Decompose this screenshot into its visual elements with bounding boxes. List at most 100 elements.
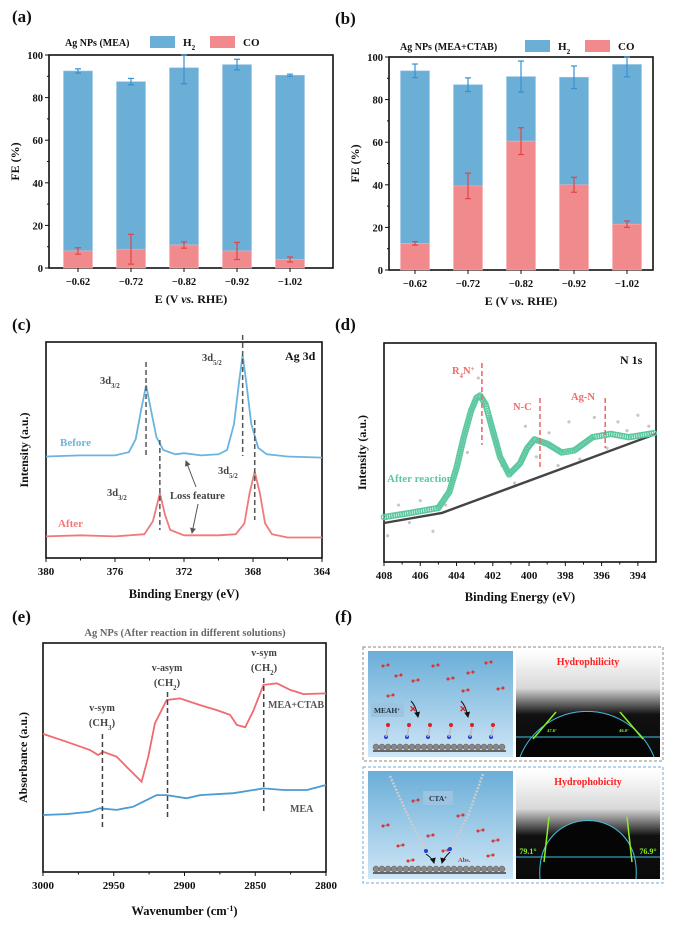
x-tick-label: 394	[630, 570, 647, 582]
bar-co	[453, 185, 483, 271]
ag-atom	[372, 743, 380, 751]
peak-label-group: (CH2)	[154, 678, 181, 692]
y-tick-label: 100	[27, 51, 43, 62]
x-tick-label-part: −0.72	[119, 277, 143, 288]
mea-molecule-chain	[469, 726, 473, 738]
co2-molecule	[469, 671, 472, 674]
ag-atom	[420, 743, 428, 751]
y-tick-label: 20	[373, 223, 384, 234]
y-axis-label-part: Intensity (a.u.)	[355, 415, 369, 490]
co2-molecule	[386, 823, 390, 827]
x-tick-label: 2950	[103, 880, 126, 892]
co2-molecule	[484, 661, 488, 665]
adsorption-arrow	[425, 853, 436, 864]
dashed-box	[362, 646, 664, 762]
ag-atom	[444, 743, 452, 751]
x-axis-label-part: vs.	[181, 292, 194, 306]
x-axis-label: Binding Energy (eV)	[465, 590, 575, 604]
peak-label-r4n-part: +	[471, 366, 475, 373]
contact-angle-right: 46.0°	[619, 728, 629, 733]
peak-label-nc-part: N-C	[513, 402, 532, 413]
wettability-title-part: Hydrophobicity	[554, 777, 622, 788]
co2-molecule	[471, 670, 475, 674]
x-axis-label-part: )	[233, 904, 237, 918]
ag-atom	[468, 865, 476, 873]
x-tick-label-part: −0.62	[403, 279, 427, 290]
ag-atom	[426, 865, 434, 873]
bar-h2	[612, 64, 642, 225]
co2-molecule	[431, 664, 435, 668]
co2-molecule	[464, 689, 467, 692]
raw-data-point	[476, 376, 480, 380]
ag-atom	[480, 743, 488, 751]
panel-label: (d)	[335, 315, 356, 334]
co2-molecule	[501, 686, 505, 690]
ag-atom	[420, 865, 428, 873]
raw-data-point	[396, 503, 401, 507]
bar-h2	[453, 84, 483, 187]
x-tick-label: 396	[593, 570, 610, 582]
cta-n	[448, 847, 452, 851]
ag-atom	[378, 865, 386, 873]
x-tick-label: −1.02	[278, 277, 302, 288]
bar-co	[612, 223, 642, 271]
x-tick-label: −0.92	[562, 279, 586, 290]
contact-angle-right-part: 76.9°	[639, 847, 656, 856]
legend-swatch-co	[585, 40, 610, 52]
peak-label-part: 3/2	[111, 383, 120, 390]
peak-label-group-part: )	[112, 718, 116, 729]
wettability-title-part: Hydrophilicity	[557, 657, 620, 668]
y-tick-label-part: 100	[27, 51, 43, 62]
ag-atom	[462, 743, 470, 751]
droplet	[539, 820, 637, 880]
co2-molecule	[446, 677, 450, 681]
annotation-n1s: N 1s	[620, 353, 643, 367]
legend-label-h2-part: H	[183, 37, 192, 49]
x-axis-label: E (V vs. RHE)	[485, 294, 557, 308]
peak-label-r4n-part: N	[463, 366, 471, 377]
x-axis-label-part: RHE)	[194, 292, 227, 306]
peak-label-r4n-part: 4	[460, 373, 464, 380]
y-tick-label-part: 60	[33, 136, 44, 147]
x-tick-label-part: −0.72	[456, 279, 480, 290]
legend-swatch-co	[210, 36, 235, 48]
co2-molecule	[496, 687, 500, 691]
schematic-illustration	[368, 771, 513, 879]
raw-data-point	[567, 420, 571, 424]
x-tick-label: −0.72	[119, 277, 143, 288]
y-axis-label: Absorbance (a.u.)	[16, 712, 30, 803]
cta-chain	[448, 773, 485, 850]
y-tick-label: 0	[38, 264, 43, 275]
panel-label-part: (c)	[12, 315, 31, 334]
raw-data-point	[512, 481, 517, 485]
co2-molecule	[429, 834, 432, 837]
x-axis-label-part: -1	[227, 904, 234, 913]
blocked-x-icon: ✕	[409, 704, 417, 714]
peak-label-group-part: 3	[108, 725, 112, 732]
x-tick-label: 376	[107, 566, 124, 578]
ag-atom	[402, 865, 410, 873]
x-tick-label: −0.82	[172, 277, 196, 288]
y-axis-label: FE (%)	[8, 142, 22, 180]
co2-molecule	[491, 853, 495, 857]
y-tick-label: 80	[373, 96, 384, 107]
curve-after	[45, 471, 322, 539]
annotation-ag3d: Ag 3d	[285, 349, 316, 363]
ag-atom	[396, 865, 404, 873]
mea-molecule-o	[491, 723, 495, 727]
ion-label-cta: CTA+	[429, 794, 447, 803]
bar-h2	[400, 70, 430, 244]
legend-label-co: CO	[618, 41, 635, 53]
y-tick-label-part: 80	[33, 94, 44, 105]
series-label-after-part: After	[58, 518, 83, 530]
peak-label-group: (CH3)	[89, 718, 116, 732]
co2-molecule	[499, 687, 502, 690]
tangent-line	[626, 816, 633, 863]
peak-label-group: (CH2)	[251, 663, 278, 677]
legend-label-h2: H2	[183, 37, 196, 52]
co2-molecule	[406, 859, 410, 863]
x-axis-label-part: Binding Energy (eV)	[129, 587, 239, 601]
series-label-before-part: Before	[60, 437, 91, 449]
x-axis-label: Wavenumber (cm-1)	[131, 904, 237, 919]
co2-molecule	[384, 664, 387, 667]
